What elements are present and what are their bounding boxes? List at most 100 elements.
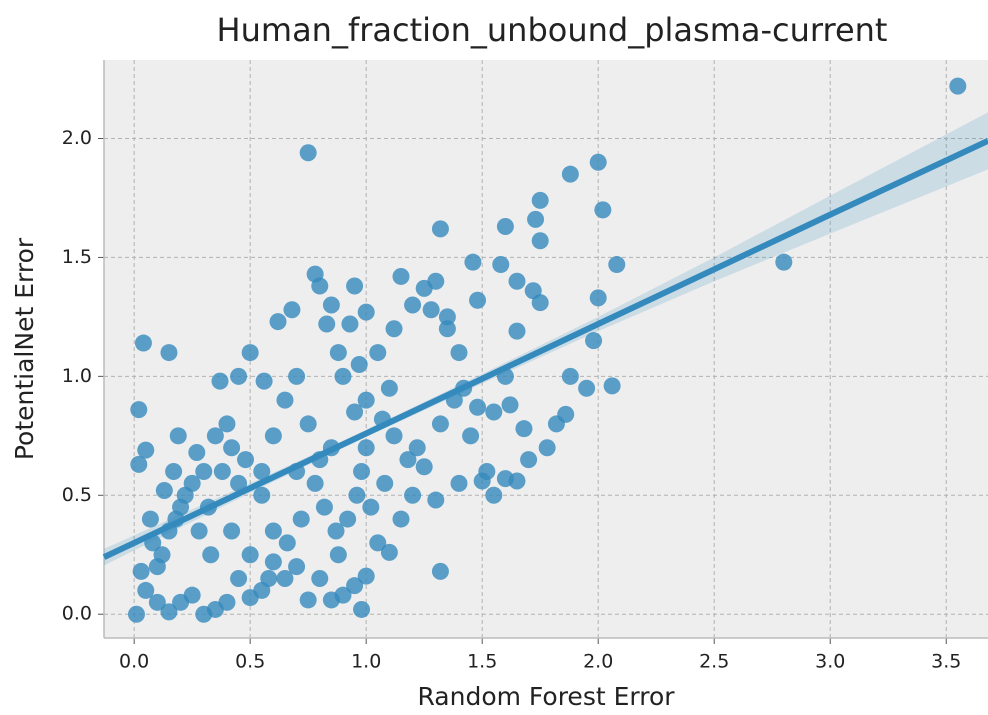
scatter-point bbox=[496, 470, 514, 488]
scatter-point bbox=[608, 256, 626, 274]
scatter-point bbox=[369, 534, 387, 552]
scatter-point bbox=[329, 546, 347, 564]
scatter-point bbox=[561, 367, 579, 385]
scatter-point bbox=[160, 603, 178, 621]
scatter-point bbox=[218, 415, 236, 433]
scatter-point bbox=[292, 510, 310, 528]
x-tick-label: 2.0 bbox=[583, 651, 613, 673]
scatter-point bbox=[341, 315, 359, 333]
scatter-point bbox=[264, 553, 282, 571]
scatter-point bbox=[450, 344, 468, 362]
scatter-point bbox=[357, 567, 375, 585]
regression-line bbox=[102, 138, 988, 560]
scatter-point bbox=[531, 232, 549, 250]
scatter-point bbox=[427, 272, 445, 290]
scatter-point bbox=[357, 303, 375, 321]
scatter-point bbox=[318, 315, 336, 333]
x-tick-label: 0.5 bbox=[235, 651, 265, 673]
scatter-point bbox=[348, 486, 366, 504]
scatter-point bbox=[278, 534, 296, 552]
scatter-point bbox=[132, 562, 150, 580]
scatter-point bbox=[399, 451, 417, 469]
scatter-point bbox=[380, 379, 398, 397]
scatter-point bbox=[527, 210, 545, 228]
scatter-point bbox=[469, 291, 487, 309]
x-tick-label: 3.5 bbox=[931, 651, 961, 673]
scatter-point bbox=[253, 462, 271, 480]
scatter-point bbox=[148, 593, 166, 611]
y-tick-label: 2.0 bbox=[62, 127, 92, 149]
scatter-point bbox=[165, 462, 183, 480]
scatter-point bbox=[299, 591, 317, 609]
scatter-point bbox=[264, 522, 282, 540]
scatter-point bbox=[322, 591, 340, 609]
scatter-point bbox=[141, 510, 159, 528]
scatter-point bbox=[594, 201, 612, 219]
scatter-point bbox=[329, 344, 347, 362]
scatter-point bbox=[241, 344, 259, 362]
scatter-point bbox=[508, 322, 526, 340]
scatter-point bbox=[464, 253, 482, 271]
scatter-point bbox=[346, 577, 364, 595]
scatter-point bbox=[353, 462, 371, 480]
scatter-point bbox=[315, 498, 333, 516]
scatter-point bbox=[501, 396, 519, 414]
scatter-point bbox=[346, 277, 364, 295]
scatter-point bbox=[237, 451, 255, 469]
scatter-point bbox=[230, 474, 248, 492]
scatter-point bbox=[508, 272, 526, 290]
scatter-point bbox=[299, 144, 317, 162]
scatter-point bbox=[392, 267, 410, 285]
y-tick-label: 0.0 bbox=[62, 603, 92, 625]
y-tick-label: 1.5 bbox=[62, 246, 92, 268]
scatter-point bbox=[385, 427, 403, 445]
x-axis-label: Random Forest Error bbox=[417, 682, 675, 711]
scatter-point bbox=[253, 486, 271, 504]
scatter-point bbox=[422, 301, 440, 319]
scatter-point bbox=[538, 439, 556, 457]
y-axis-label: PotentialNet Error bbox=[10, 237, 39, 460]
scatter-point bbox=[520, 451, 538, 469]
scatter-point bbox=[415, 458, 433, 476]
scatter-point bbox=[531, 191, 549, 209]
scatter-point bbox=[190, 522, 208, 540]
scatter-point bbox=[206, 427, 224, 445]
scatter-point bbox=[561, 165, 579, 183]
x-tick-label: 0.0 bbox=[119, 651, 149, 673]
scatter-point bbox=[306, 474, 324, 492]
scatter-point bbox=[485, 486, 503, 504]
scatter-point bbox=[496, 218, 514, 236]
scatter-point bbox=[380, 543, 398, 561]
scatter-point bbox=[127, 605, 145, 623]
scatter-point bbox=[241, 546, 259, 564]
scatter-point bbox=[515, 420, 533, 438]
scatter-point bbox=[155, 482, 173, 500]
scatter-point bbox=[949, 77, 967, 95]
scatter-point bbox=[603, 377, 621, 395]
scatter-point bbox=[392, 510, 410, 528]
x-tick-label: 3.0 bbox=[815, 651, 845, 673]
scatter-point bbox=[462, 427, 480, 445]
y-tick-label: 1.0 bbox=[62, 365, 92, 387]
scatter-point bbox=[485, 403, 503, 421]
scatter-point bbox=[276, 570, 294, 588]
scatter-point bbox=[327, 522, 345, 540]
scatter-point bbox=[408, 439, 426, 457]
scatter-point bbox=[350, 355, 368, 373]
scatter-point bbox=[578, 379, 596, 397]
scatter-point bbox=[362, 498, 380, 516]
scatter-point bbox=[202, 546, 220, 564]
scatter-point bbox=[260, 570, 278, 588]
scatter-point bbox=[589, 289, 607, 307]
scatter-point bbox=[211, 372, 229, 390]
scatter-point bbox=[334, 367, 352, 385]
scatter-point bbox=[311, 277, 329, 295]
scatter-point bbox=[357, 391, 375, 409]
scatter-point bbox=[427, 491, 445, 509]
scatter-point bbox=[172, 498, 190, 516]
scatter-point bbox=[353, 600, 371, 618]
scatter-point bbox=[230, 367, 248, 385]
scatter-point bbox=[160, 344, 178, 362]
x-tick-label: 2.5 bbox=[699, 651, 729, 673]
